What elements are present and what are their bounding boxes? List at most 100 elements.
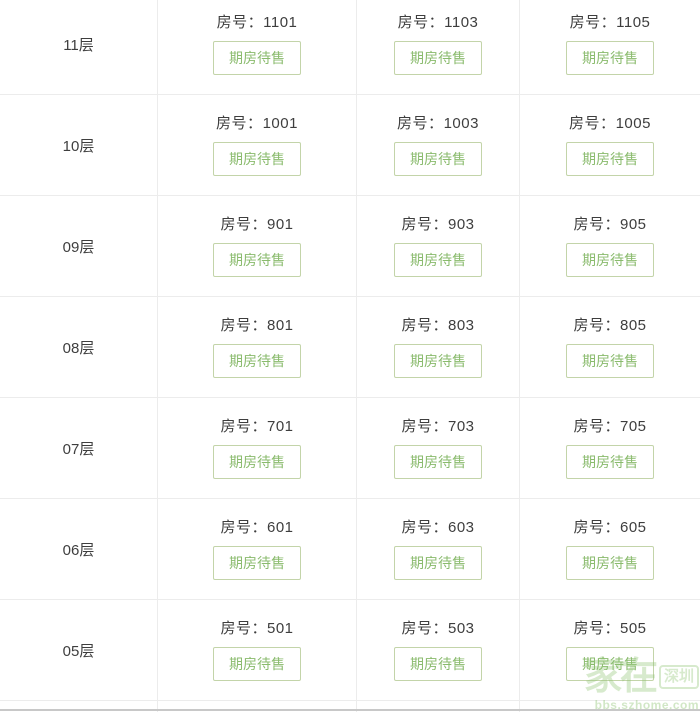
- floor-cell: 06层: [0, 499, 158, 599]
- room-number: 房号：901: [220, 215, 293, 234]
- room-number-prefix: 房号：: [220, 317, 267, 334]
- status-badge[interactable]: 期房待售: [394, 243, 482, 277]
- room-number: 房号：503: [401, 619, 474, 638]
- room-number-value: 903: [447, 216, 475, 233]
- room-number: 房号：905: [573, 215, 646, 234]
- room-number: 房号：801: [220, 316, 293, 335]
- next-row-partial: [0, 701, 700, 712]
- floor-cell: [0, 701, 158, 712]
- floor-cell: 11层: [0, 0, 158, 94]
- status-badge[interactable]: 期房待售: [394, 41, 482, 75]
- status-badge[interactable]: 期房待售: [394, 546, 482, 580]
- room-number-prefix: 房号：: [573, 620, 620, 637]
- room-number-prefix: 房号：: [397, 14, 445, 31]
- status-badge[interactable]: 期房待售: [213, 142, 301, 176]
- status-badge[interactable]: 期房待售: [213, 41, 301, 75]
- room-number-value: 1105: [616, 14, 651, 31]
- room-number-value: 603: [447, 519, 475, 536]
- floor-label: 10层: [62, 137, 95, 155]
- room-number-value: 901: [266, 216, 294, 233]
- floor-row: 07层 房号：701 期房待售 房号：703 期房待售 房号：705 期房待售: [0, 398, 700, 499]
- room-number-prefix: 房号：: [573, 519, 620, 536]
- room-number-value: 605: [619, 519, 647, 536]
- room-cell: 房号：603 期房待售: [357, 499, 520, 599]
- room-cell: 房号：501 期房待售: [158, 600, 357, 700]
- floor-label: 06层: [62, 541, 95, 559]
- room-number-prefix: 房号：: [573, 418, 620, 435]
- room-number: 房号：505: [573, 619, 646, 638]
- room-cell: 房号：1005 期房待售: [520, 95, 700, 195]
- room-number-prefix: 房号：: [220, 519, 267, 536]
- floor-label: 08层: [62, 339, 95, 357]
- room-cell: 房号：903 期房待售: [357, 196, 520, 296]
- room-number-prefix: 房号：: [220, 216, 267, 233]
- status-badge[interactable]: 期房待售: [394, 344, 482, 378]
- floor-label: 11层: [63, 36, 94, 54]
- room-number: 房号：603: [401, 518, 474, 537]
- room-number-prefix: 房号：: [401, 418, 448, 435]
- room-number: 房号：1005: [569, 114, 651, 133]
- status-badge[interactable]: 期房待售: [566, 41, 654, 75]
- room-number: 房号：501: [220, 619, 293, 638]
- room-number-value: 1103: [444, 14, 479, 31]
- room-cell: [357, 701, 520, 712]
- status-badge[interactable]: 期房待售: [566, 243, 654, 277]
- room-number: 房号：1003: [397, 114, 479, 133]
- status-badge[interactable]: 期房待售: [566, 142, 654, 176]
- floor-cell: 05层: [0, 600, 158, 700]
- room-number-prefix: 房号：: [401, 519, 448, 536]
- room-number: 房号：601: [220, 518, 293, 537]
- floor-row: 06层 房号：601 期房待售 房号：603 期房待售 房号：605 期房待售: [0, 499, 700, 600]
- room-number-prefix: 房号：: [573, 216, 620, 233]
- status-badge[interactable]: 期房待售: [566, 647, 654, 681]
- status-badge[interactable]: 期房待售: [566, 344, 654, 378]
- room-number-value: 703: [447, 418, 475, 435]
- room-number-prefix: 房号：: [216, 14, 264, 31]
- room-number-value: 803: [447, 317, 475, 334]
- floor-row: 08层 房号：801 期房待售 房号：803 期房待售 房号：805 期房待售: [0, 297, 700, 398]
- room-number-value: 905: [619, 216, 647, 233]
- status-badge[interactable]: 期房待售: [213, 546, 301, 580]
- room-number: 房号：1105: [570, 13, 651, 32]
- room-cell: 房号：801 期房待售: [158, 297, 357, 397]
- room-number-prefix: 房号：: [220, 620, 267, 637]
- room-cell: 房号：701 期房待售: [158, 398, 357, 498]
- room-number-prefix: 房号：: [573, 317, 620, 334]
- status-badge[interactable]: 期房待售: [213, 243, 301, 277]
- status-badge[interactable]: 期房待售: [394, 142, 482, 176]
- room-number-value: 1005: [615, 115, 651, 132]
- status-badge[interactable]: 期房待售: [213, 344, 301, 378]
- status-badge[interactable]: 期房待售: [213, 445, 301, 479]
- room-number: 房号：803: [401, 316, 474, 335]
- room-cell: 房号：1105 期房待售: [520, 0, 700, 94]
- room-cell: 房号：805 期房待售: [520, 297, 700, 397]
- status-badge[interactable]: 期房待售: [566, 445, 654, 479]
- room-cell: 房号：901 期房待售: [158, 196, 357, 296]
- room-cell: 房号：905 期房待售: [520, 196, 700, 296]
- room-number: 房号：605: [573, 518, 646, 537]
- floor-row: 10层 房号：1001 期房待售 房号：1003 期房待售 房号：1005 期房…: [0, 95, 700, 196]
- room-number-prefix: 房号：: [397, 115, 444, 132]
- room-cell: 房号：703 期房待售: [357, 398, 520, 498]
- room-number: 房号：701: [220, 417, 293, 436]
- room-cell: 房号：1101 期房待售: [158, 0, 357, 94]
- room-cell: 房号：503 期房待售: [357, 600, 520, 700]
- room-number-prefix: 房号：: [216, 115, 263, 132]
- room-cell: 房号：1103 期房待售: [357, 0, 520, 94]
- floor-label: 07层: [62, 440, 95, 458]
- room-number-value: 501: [266, 620, 294, 637]
- room-number: 房号：1101: [217, 13, 298, 32]
- room-number: 房号：705: [573, 417, 646, 436]
- room-cell: 房号：803 期房待售: [357, 297, 520, 397]
- room-number-value: 1003: [443, 115, 479, 132]
- room-number-value: 801: [266, 317, 294, 334]
- status-badge[interactable]: 期房待售: [394, 445, 482, 479]
- status-badge[interactable]: 期房待售: [394, 647, 482, 681]
- status-badge[interactable]: 期房待售: [213, 647, 301, 681]
- floor-row: 05层 房号：501 期房待售 房号：503 期房待售 房号：505 期房待售: [0, 600, 700, 701]
- room-number: 房号：1001: [216, 114, 298, 133]
- room-cell: 房号：1001 期房待售: [158, 95, 357, 195]
- room-number-prefix: 房号：: [401, 216, 448, 233]
- room-number-value: 1001: [262, 115, 298, 132]
- status-badge[interactable]: 期房待售: [566, 546, 654, 580]
